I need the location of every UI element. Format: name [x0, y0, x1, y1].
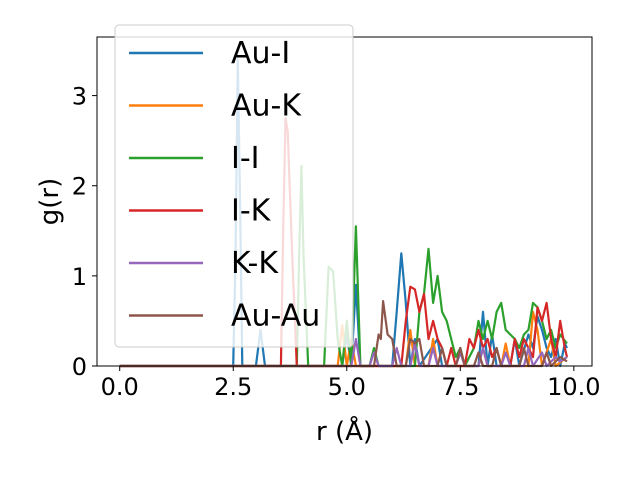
x-tick-label: 5.0	[328, 373, 366, 401]
y-tick-label: 3	[72, 83, 87, 111]
y-tick-label: 1	[72, 263, 87, 291]
y-axis-label: g(r)	[35, 178, 65, 225]
legend-label-i-k: I-K	[231, 194, 272, 229]
legend-label-au-k: Au-K	[231, 89, 302, 124]
y-tick-label: 2	[72, 173, 87, 201]
y-axis-ticks: 0 1 2 3	[72, 83, 97, 381]
x-tick-label: 7.5	[441, 373, 479, 401]
x-tick-label: 0.0	[101, 373, 139, 401]
legend-label-k-k: K-K	[231, 246, 279, 281]
x-tick-label: 2.5	[214, 373, 252, 401]
x-axis-label: r (Å)	[316, 415, 373, 447]
legend-label-i-i: I-I	[231, 141, 260, 176]
legend-label-au-i: Au-I	[231, 36, 290, 71]
legend: Au-I Au-K I-I I-K K-K Au-Au	[114, 24, 354, 348]
x-tick-label: 10.0	[547, 373, 600, 401]
legend-label-au-au: Au-Au	[231, 299, 320, 334]
y-tick-label: 0	[72, 353, 87, 381]
x-axis-ticks: 0.0 2.5 5.0 7.5 10.0	[101, 366, 601, 401]
